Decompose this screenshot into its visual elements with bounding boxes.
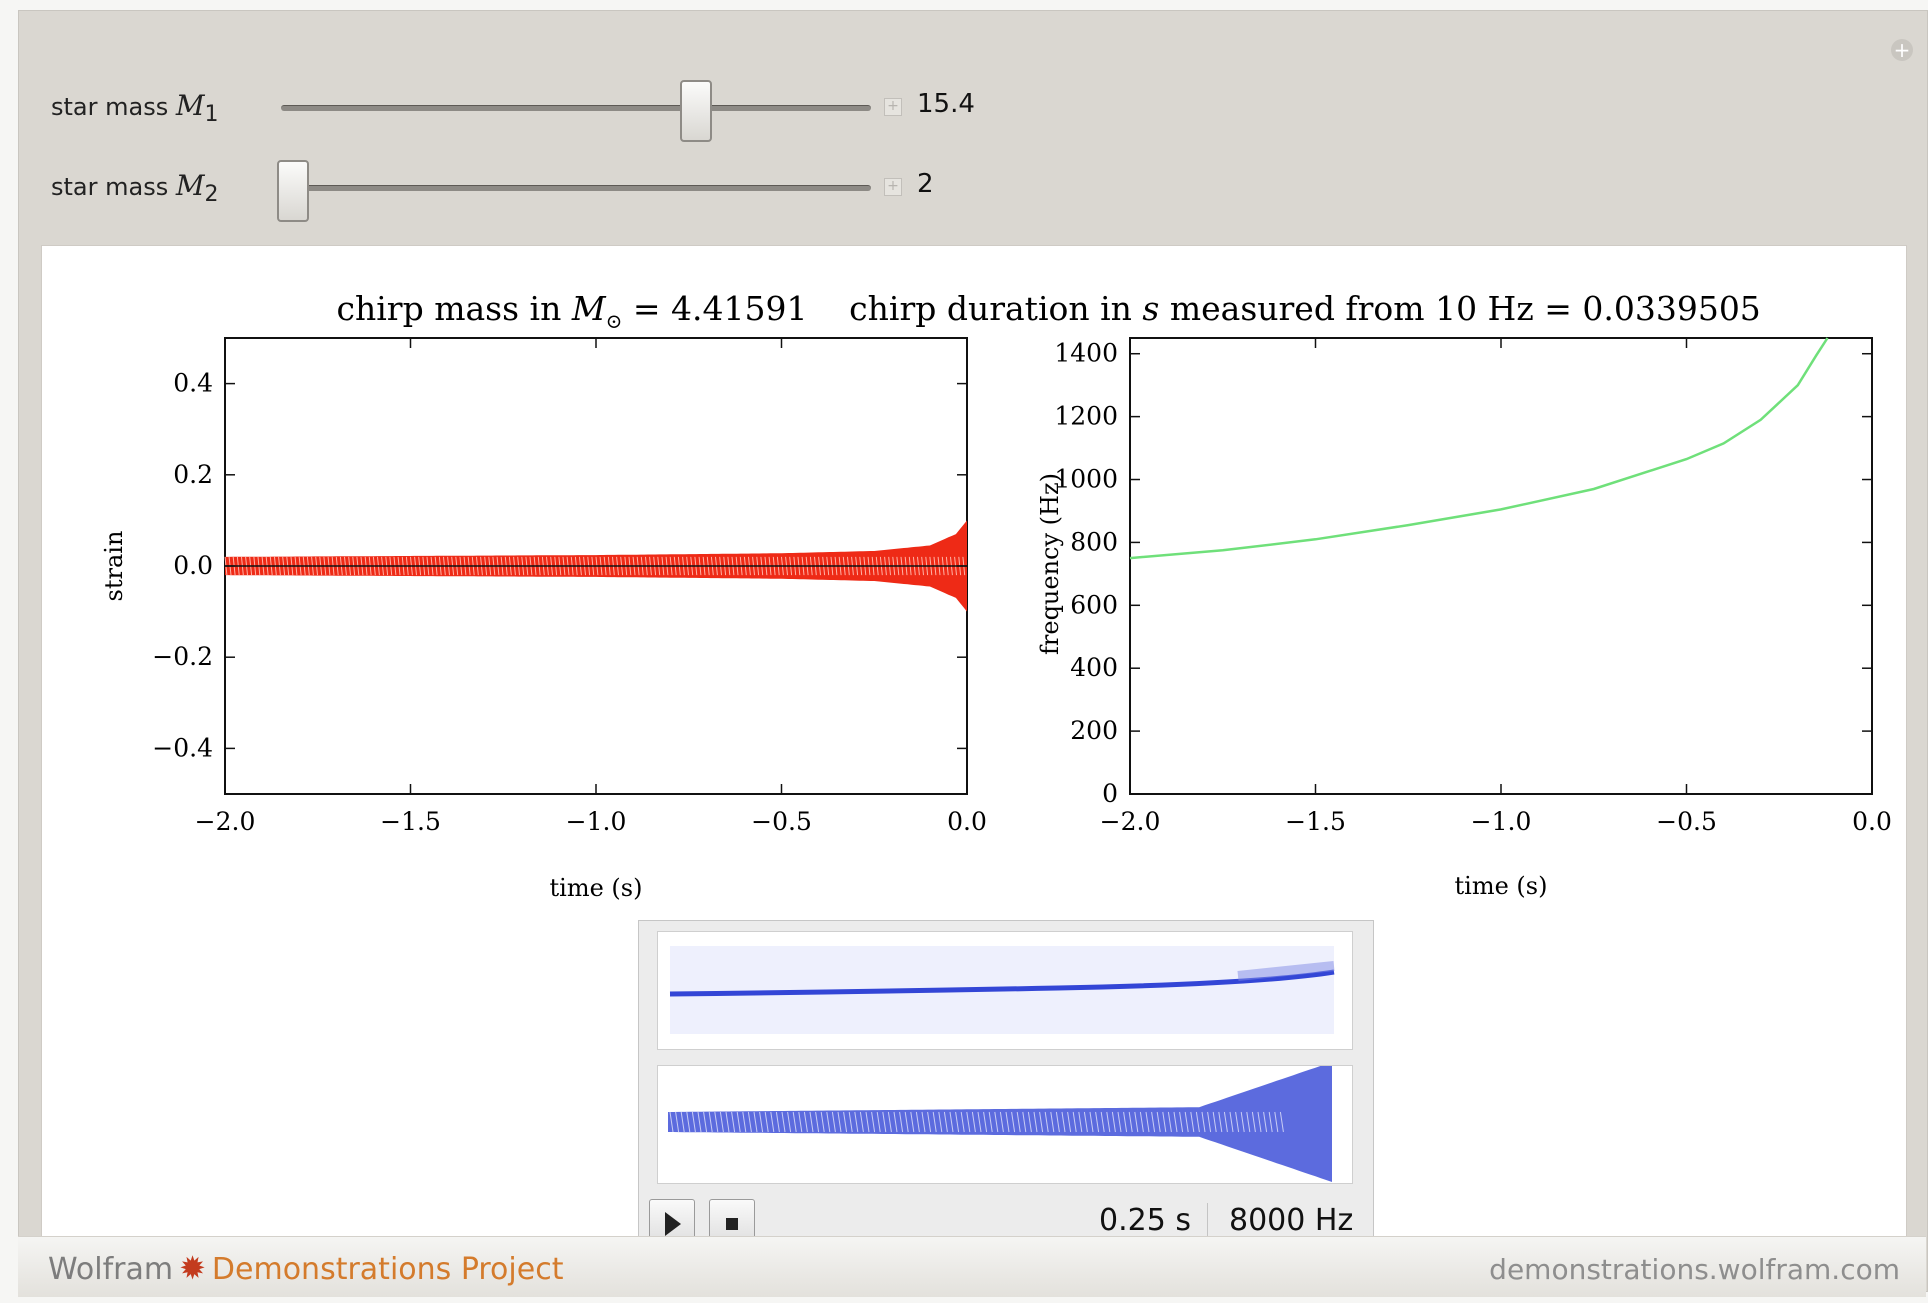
add-icon[interactable]: + <box>1891 39 1913 61</box>
strain-x-label: time (s) <box>550 874 643 902</box>
strain-x-tick-label: −0.5 <box>751 807 812 836</box>
sound-spectrogram <box>657 931 1353 1050</box>
demonstration-frame: + star mass M1 + 15.4 star mass M2 + 2 c… <box>18 10 1928 1293</box>
strain-y-label: strain <box>100 531 128 602</box>
sound-duration: 0.25 s <box>1099 1203 1191 1238</box>
strain-chart: chirp mass in M⊙ = 4.41591 −2.0 −1.5 −1.0 −… <box>100 289 987 902</box>
m1-slider-thumb[interactable] <box>680 80 713 142</box>
sound-waveform-shape <box>668 1062 1332 1182</box>
frequency-y-tick-label: 1400 <box>1054 339 1118 368</box>
sound-separator <box>1207 1203 1208 1237</box>
frequency-y-tick-label: 200 <box>1070 716 1118 745</box>
m2-slider-track[interactable] <box>277 160 871 222</box>
strain-x-tick-label: −1.0 <box>566 807 627 836</box>
frequency-x-tick-label: −0.5 <box>1656 807 1717 836</box>
frequency-y-tick-label: 400 <box>1070 653 1118 682</box>
frequency-y-tick-label: 800 <box>1070 527 1118 556</box>
frequency-x-tick-label: 0.0 <box>1852 807 1892 836</box>
m1-expand-icon[interactable]: + <box>884 98 902 116</box>
frequency-x-label: time (s) <box>1455 872 1548 900</box>
spectrogram-trace <box>669 969 1335 997</box>
sound-oscillation <box>669 1111 1284 1133</box>
wolfram-brand[interactable]: Wolfram ✹ Demonstrations Project <box>48 1249 563 1287</box>
strain-y-tick-label: 0.0 <box>173 551 213 580</box>
frequency-y-tick-label: 0 <box>1102 779 1118 808</box>
strain-y-tick-label: −0.4 <box>152 733 213 762</box>
m1-value: 15.4 <box>917 89 975 119</box>
sound-waveform <box>657 1062 1353 1184</box>
slider-label-m1: star mass M1 <box>51 89 219 127</box>
frequency-x-tick-label: −1.0 <box>1471 807 1532 836</box>
play-icon <box>665 1212 681 1236</box>
plots-svg: chirp mass in M⊙ = 4.41591 −2.0 −1.5 −1.0 −… <box>100 289 1892 902</box>
m1-slider-track[interactable] <box>281 80 871 142</box>
frequency-y-tick-label: 1000 <box>1054 465 1118 494</box>
strain-y-tick-label: 0.2 <box>173 460 213 489</box>
slider-label-m2: star mass M2 <box>51 169 219 207</box>
stop-icon <box>726 1218 738 1230</box>
frequency-chart: chirp duration in s measured from 10 Hz … <box>849 289 1892 900</box>
brand-wolfram: Wolfram <box>48 1252 174 1287</box>
frequency-y-label: frequency (Hz) <box>1036 473 1064 655</box>
strain-y-tick-label: −0.2 <box>152 642 213 671</box>
output-panel: chirp mass in M⊙ = 4.41591 −2.0 −1.5 −1.0 −… <box>41 245 1907 1293</box>
strain-x-tick-label: −2.0 <box>195 807 256 836</box>
footer-url[interactable]: demonstrations.wolfram.com <box>1489 1253 1900 1286</box>
strain-x-tick-label: 0.0 <box>947 807 987 836</box>
footer-bar: Wolfram ✹ Demonstrations Project demonstra… <box>18 1236 1926 1297</box>
strain-chart-title: chirp mass in M⊙ = 4.41591 <box>337 289 808 333</box>
sound-rate: 8000 Hz <box>1229 1203 1354 1238</box>
frequency-plot-frame <box>1129 337 1873 795</box>
m2-expand-icon[interactable]: + <box>884 178 902 196</box>
wolfram-spikey-icon: ✹ <box>179 1249 206 1287</box>
frequency-chart-title: chirp duration in s measured from 10 Hz … <box>849 289 1761 328</box>
strain-x-tick-label: −1.5 <box>380 807 441 836</box>
frequency-y-tick-label: 1200 <box>1054 402 1118 431</box>
m2-value: 2 <box>917 169 934 199</box>
frequency-y-tick-label: 600 <box>1070 590 1118 619</box>
frequency-x-tick-label: −1.5 <box>1285 807 1346 836</box>
frequency-curve <box>1129 337 1829 560</box>
m2-slider-thumb[interactable] <box>277 160 309 222</box>
strain-y-tick-label: 0.4 <box>173 369 213 398</box>
frequency-x-tick-label: −2.0 <box>1100 807 1161 836</box>
brand-demonstrations: Demonstrations Project <box>211 1252 564 1287</box>
